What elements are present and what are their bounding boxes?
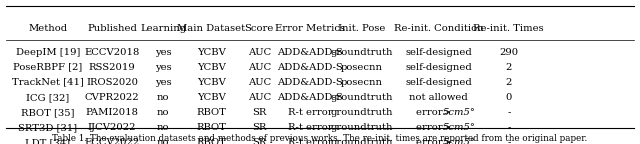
- Text: 2: 2: [506, 78, 512, 87]
- Text: SR: SR: [252, 108, 266, 117]
- Text: Learning: Learning: [140, 24, 186, 34]
- Text: -: -: [507, 138, 511, 144]
- Text: self-designed: self-designed: [405, 48, 472, 56]
- Text: Method: Method: [28, 24, 68, 34]
- Text: RBOT [35]: RBOT [35]: [21, 108, 75, 117]
- Text: YCBV: YCBV: [196, 93, 226, 102]
- Text: Published: Published: [87, 24, 137, 34]
- Text: no: no: [157, 93, 170, 102]
- Text: PAMI2018: PAMI2018: [86, 108, 138, 117]
- Text: R-t error: R-t error: [288, 123, 333, 132]
- Text: IROS2020: IROS2020: [86, 78, 138, 87]
- Text: ADD&ADD-S: ADD&ADD-S: [278, 48, 343, 56]
- Text: ADD&ADD-S: ADD&ADD-S: [278, 63, 343, 72]
- Text: YCBV: YCBV: [196, 63, 226, 72]
- Text: Main Dataset: Main Dataset: [177, 24, 245, 34]
- Text: Table 1. The evaluation datasets and methods of previous works. The re-init. tim: Table 1. The evaluation datasets and met…: [52, 134, 588, 143]
- Text: RSS2019: RSS2019: [88, 63, 136, 72]
- Text: YCBV: YCBV: [196, 78, 226, 87]
- Text: 2: 2: [506, 63, 512, 72]
- Text: no: no: [157, 123, 170, 132]
- Text: CVPR2022: CVPR2022: [84, 93, 140, 102]
- Text: ADD&ADD-S: ADD&ADD-S: [278, 93, 343, 102]
- Text: groundtruth: groundtruth: [330, 108, 393, 117]
- Text: no: no: [157, 108, 170, 117]
- Text: ECCV2022: ECCV2022: [84, 138, 140, 144]
- Text: SRT3D [31]: SRT3D [31]: [19, 123, 77, 132]
- Text: groundtruth: groundtruth: [330, 123, 393, 132]
- Text: self-designed: self-designed: [405, 63, 472, 72]
- Text: posecnn: posecnn: [340, 63, 383, 72]
- Text: no: no: [157, 138, 170, 144]
- Text: R-t error: R-t error: [288, 108, 333, 117]
- Text: Re-init. Times: Re-init. Times: [474, 24, 544, 34]
- Text: ECCV2018: ECCV2018: [84, 48, 140, 56]
- Text: groundtruth: groundtruth: [330, 48, 393, 56]
- Text: Re-init. Condition: Re-init. Condition: [394, 24, 483, 34]
- Text: groundtruth: groundtruth: [330, 93, 393, 102]
- Text: RBOT: RBOT: [196, 123, 226, 132]
- Text: -: -: [507, 123, 511, 132]
- Text: ADD&ADD-S: ADD&ADD-S: [278, 78, 343, 87]
- Text: self-designed: self-designed: [405, 78, 472, 87]
- Text: AUC: AUC: [248, 78, 271, 87]
- Text: error>: error>: [416, 138, 454, 144]
- Text: error>: error>: [416, 123, 454, 132]
- Text: SR: SR: [252, 138, 266, 144]
- Text: RBOT: RBOT: [196, 108, 226, 117]
- Text: YCBV: YCBV: [196, 48, 226, 56]
- Text: DeepIM [19]: DeepIM [19]: [16, 48, 80, 56]
- Text: 5cm5°: 5cm5°: [443, 138, 476, 144]
- Text: 5cm5°: 5cm5°: [443, 108, 476, 117]
- Text: not allowed: not allowed: [409, 93, 468, 102]
- Text: groundtruth: groundtruth: [330, 138, 393, 144]
- Text: yes: yes: [155, 78, 172, 87]
- Text: AUC: AUC: [248, 48, 271, 56]
- Text: AUC: AUC: [248, 93, 271, 102]
- Text: IJCV2022: IJCV2022: [88, 123, 136, 132]
- Text: PoseRBPF [2]: PoseRBPF [2]: [13, 63, 83, 72]
- Text: Init. Pose: Init. Pose: [338, 24, 385, 34]
- Text: RBOT: RBOT: [196, 138, 226, 144]
- Text: R-t error: R-t error: [288, 138, 333, 144]
- Text: yes: yes: [155, 48, 172, 56]
- Text: yes: yes: [155, 63, 172, 72]
- Text: error>: error>: [416, 108, 454, 117]
- Text: 0: 0: [506, 93, 512, 102]
- Text: TrackNet [41]: TrackNet [41]: [12, 78, 84, 87]
- Text: SR: SR: [252, 123, 266, 132]
- Text: AUC: AUC: [248, 63, 271, 72]
- Text: -: -: [507, 108, 511, 117]
- Text: Error Metrics: Error Metrics: [275, 24, 346, 34]
- Text: posecnn: posecnn: [340, 78, 383, 87]
- Text: 5cm5°: 5cm5°: [443, 123, 476, 132]
- Text: ICG [32]: ICG [32]: [26, 93, 70, 102]
- Text: Score: Score: [244, 24, 274, 34]
- Text: LDT [34]: LDT [34]: [26, 138, 70, 144]
- Text: 290: 290: [499, 48, 518, 56]
